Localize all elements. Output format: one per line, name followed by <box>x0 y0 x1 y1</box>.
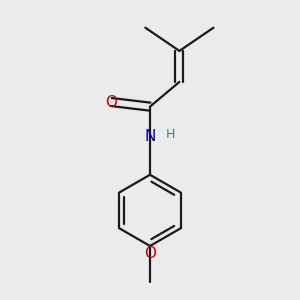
Text: O: O <box>144 246 156 261</box>
Text: N: N <box>144 129 156 144</box>
Text: H: H <box>165 128 175 141</box>
Text: O: O <box>105 94 117 110</box>
